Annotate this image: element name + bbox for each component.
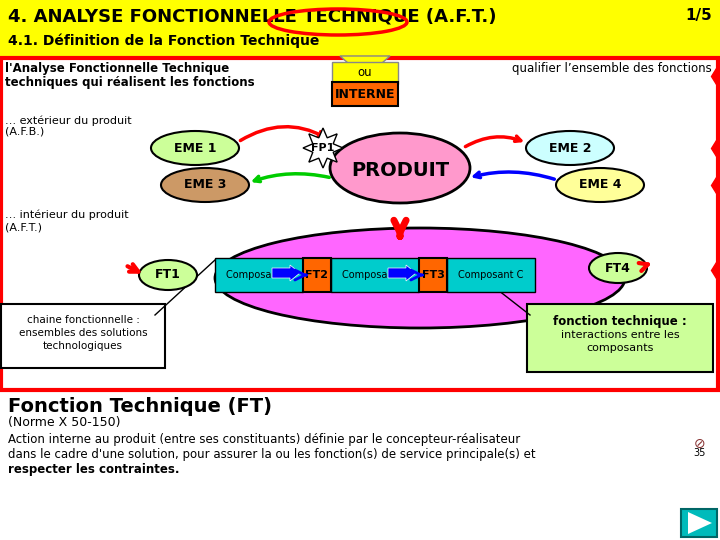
Text: Composant C: Composant C <box>459 270 523 280</box>
Text: technologiques: technologiques <box>43 341 123 351</box>
Ellipse shape <box>526 131 614 165</box>
Text: fonction technique :: fonction technique : <box>553 315 687 328</box>
Text: EME 1: EME 1 <box>174 141 216 154</box>
Bar <box>215 258 303 292</box>
Ellipse shape <box>139 260 197 290</box>
Text: Action interne au produit (entre ses constituants) définie par le concepteur-réa: Action interne au produit (entre ses con… <box>8 433 521 446</box>
Text: INTERNE: INTERNE <box>335 87 395 100</box>
Bar <box>331 258 419 292</box>
Ellipse shape <box>151 131 239 165</box>
Ellipse shape <box>330 133 470 203</box>
Text: respecter les contraintes.: respecter les contraintes. <box>8 463 179 476</box>
Text: PRODUIT: PRODUIT <box>351 160 449 179</box>
Text: Composant A: Composant A <box>226 270 292 280</box>
Bar <box>419 258 447 292</box>
Ellipse shape <box>215 228 625 328</box>
Text: … intérieur du produit: … intérieur du produit <box>5 210 129 220</box>
Bar <box>1 58 718 390</box>
FancyBboxPatch shape <box>527 304 713 372</box>
Text: Composant B: Composant B <box>342 270 408 280</box>
Text: chaine fonctionnelle :: chaine fonctionnelle : <box>27 315 140 325</box>
Text: FT3: FT3 <box>422 270 444 280</box>
FancyBboxPatch shape <box>332 62 398 84</box>
Text: FT4: FT4 <box>605 261 631 274</box>
Text: (A.F.B.): (A.F.B.) <box>5 127 44 137</box>
Text: 4.1. Définition de la Fonction Technique: 4.1. Définition de la Fonction Technique <box>8 34 320 49</box>
FancyBboxPatch shape <box>1 304 165 368</box>
Polygon shape <box>303 128 343 168</box>
Polygon shape <box>688 512 712 534</box>
Text: Fonction Technique (FT): Fonction Technique (FT) <box>8 397 272 416</box>
Bar <box>303 258 331 292</box>
Text: techniques qui réalisent les fonctions: techniques qui réalisent les fonctions <box>5 76 255 89</box>
Ellipse shape <box>556 168 644 202</box>
Text: EME 2: EME 2 <box>549 141 591 154</box>
Text: ou: ou <box>358 66 372 79</box>
Text: 1/5: 1/5 <box>685 8 712 23</box>
Text: dans le cadre d'une solution, pour assurer la ou les fonction(s) de service prin: dans le cadre d'une solution, pour assur… <box>8 448 536 461</box>
Text: FP1: FP1 <box>311 143 335 153</box>
Text: interactions entre les: interactions entre les <box>561 330 679 340</box>
Bar <box>0 390 720 540</box>
Text: FT1: FT1 <box>155 268 181 281</box>
Text: 35: 35 <box>693 448 706 458</box>
Bar <box>447 258 535 292</box>
Text: composants: composants <box>586 343 654 353</box>
FancyArrow shape <box>272 265 300 281</box>
FancyBboxPatch shape <box>681 509 717 537</box>
Text: ⊘: ⊘ <box>694 437 706 451</box>
Text: (Norme X 50-150): (Norme X 50-150) <box>8 416 120 429</box>
Text: ensembles des solutions: ensembles des solutions <box>19 328 148 338</box>
Text: … extérieur du produit: … extérieur du produit <box>5 115 132 125</box>
Ellipse shape <box>161 168 249 202</box>
FancyBboxPatch shape <box>332 82 398 106</box>
Text: 4. ANALYSE FONCTIONNELLE TECHNIQUE (A.F.T.): 4. ANALYSE FONCTIONNELLE TECHNIQUE (A.F.… <box>8 8 497 26</box>
Text: EME 3: EME 3 <box>184 179 226 192</box>
Text: qualifier l’ensemble des fonctions: qualifier l’ensemble des fonctions <box>512 62 712 75</box>
Bar <box>0 0 720 58</box>
Ellipse shape <box>589 253 647 283</box>
Text: FT2: FT2 <box>305 270 328 280</box>
Text: (A.F.T.): (A.F.T.) <box>5 222 42 232</box>
Text: l'Analyse Fonctionnelle Technique: l'Analyse Fonctionnelle Technique <box>5 62 229 75</box>
FancyArrow shape <box>388 265 416 281</box>
Polygon shape <box>340 56 390 78</box>
Text: EME 4: EME 4 <box>579 179 621 192</box>
